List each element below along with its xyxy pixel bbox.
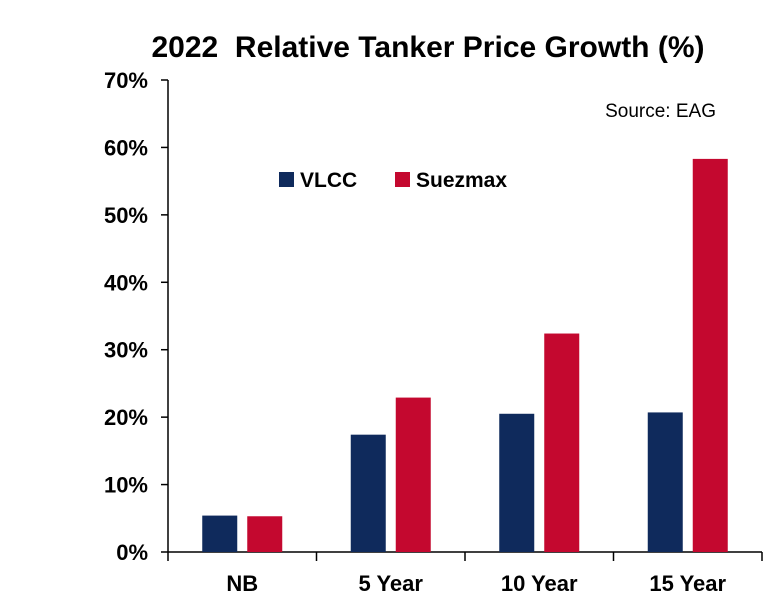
- y-tick-label: 20%: [104, 405, 148, 430]
- y-tick-label: 50%: [104, 203, 148, 228]
- y-tick-label: 30%: [104, 338, 148, 363]
- y-tick-label: 70%: [104, 68, 148, 93]
- x-tick-label: 15 Year: [649, 571, 726, 596]
- bar-vlcc-nb: [202, 515, 238, 552]
- x-tick-label: 5 Year: [359, 571, 424, 596]
- y-tick-label: 0%: [116, 540, 148, 565]
- source-annotation: Source: EAG: [605, 101, 716, 122]
- bar-suezmax-15-year: [692, 158, 728, 553]
- y-axis: 0% 10% 20% 30% 40% 50% 60% 70%: [104, 68, 169, 565]
- bar-suezmax-5-year: [395, 397, 431, 552]
- bar-vlcc-10-year: [499, 413, 535, 552]
- legend: VLCC Suezmax: [279, 169, 507, 192]
- bars-group: [202, 158, 728, 553]
- bar-vlcc-15-year: [647, 412, 683, 552]
- chart-title: 2022 Relative Tanker Price Growth (%): [152, 31, 705, 64]
- bar-vlcc-5-year: [350, 434, 386, 552]
- legend-swatch-vlcc: [279, 172, 294, 187]
- y-tick-label: 10%: [104, 473, 148, 498]
- legend-label-suezmax: Suezmax: [416, 169, 507, 192]
- legend-swatch-suezmax: [395, 172, 410, 187]
- x-tick-label: NB: [226, 571, 258, 596]
- x-tick-label: 10 Year: [501, 571, 578, 596]
- bar-suezmax-nb: [247, 516, 283, 552]
- bar-suezmax-10-year: [544, 333, 580, 552]
- x-axis: NB 5 Year 10 Year 15 Year: [167, 551, 763, 596]
- y-tick-label: 40%: [104, 270, 148, 295]
- legend-label-vlcc: VLCC: [300, 169, 357, 192]
- y-tick-label: 60%: [104, 135, 148, 160]
